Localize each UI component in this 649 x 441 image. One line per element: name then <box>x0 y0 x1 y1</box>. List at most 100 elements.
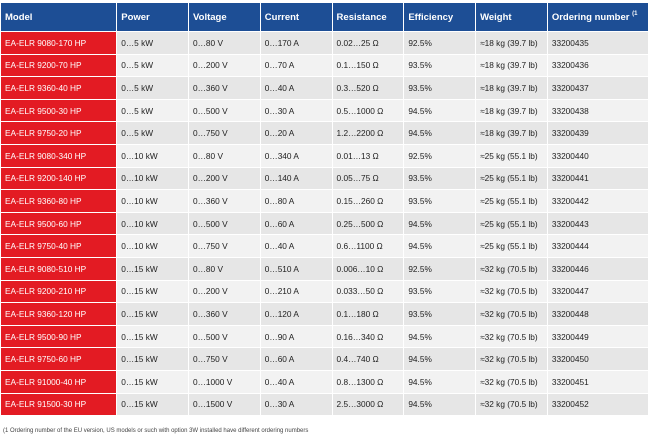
cell-model: EA-ELR 9500-60 HP <box>1 212 117 235</box>
cell-ordering: 33200438 <box>547 99 648 122</box>
cell-power: 0…10 kW <box>117 212 189 235</box>
cell-power: 0…5 kW <box>117 99 189 122</box>
cell-voltage: 0…200 V <box>189 280 260 303</box>
cell-resistance: 0.05…75 Ω <box>332 167 404 190</box>
cell-voltage: 0…500 V <box>189 99 260 122</box>
cell-weight: ≈32 kg (70.5 lb) <box>476 257 547 280</box>
cell-current: 0…40 A <box>260 235 332 257</box>
cell-resistance: 0.006…10 Ω <box>332 257 404 280</box>
cell-model: EA-ELR 91500-30 HP <box>1 393 117 416</box>
cell-power: 0…15 kW <box>117 280 189 303</box>
cell-resistance: 0.6…1100 Ω <box>332 235 404 257</box>
cell-efficiency: 94.5% <box>404 212 476 235</box>
cell-power: 0…5 kW <box>117 77 189 99</box>
cell-model: EA-ELR 9360-120 HP <box>1 303 117 325</box>
cell-current: 0…170 A <box>260 32 332 54</box>
cell-weight: ≈25 kg (55.1 lb) <box>476 190 547 212</box>
cell-resistance: 0.5…1000 Ω <box>332 99 404 122</box>
table-row: EA-ELR 9750-20 HP 0…5 kW 0…750 V 0…20 A 1.2…… <box>1 122 648 144</box>
cell-efficiency: 94.5% <box>404 122 476 144</box>
table-header-row: Model Power Voltage Current Resistance E… <box>1 3 648 31</box>
table-row: EA-ELR 9080-170 HP 0…5 kW 0…80 V 0…170 A 0.0… <box>1 32 648 54</box>
cell-weight: ≈18 kg (39.7 lb) <box>476 32 547 54</box>
cell-weight: ≈32 kg (70.5 lb) <box>476 303 547 325</box>
cell-ordering: 33200446 <box>547 257 648 280</box>
cell-model: EA-ELR 9200-140 HP <box>1 167 117 190</box>
table-row: EA-ELR 9200-70 HP 0…5 kW 0…200 V 0…70 A 0.1…… <box>1 54 648 77</box>
cell-resistance: 0.3…520 Ω <box>332 77 404 99</box>
header-weight: Weight <box>476 3 547 31</box>
header-ordering-label: Ordering number <box>551 11 630 23</box>
cell-weight: ≈32 kg (70.5 lb) <box>476 370 547 393</box>
cell-voltage: 0…750 V <box>189 122 260 144</box>
cell-efficiency: 92.5% <box>404 32 476 54</box>
cell-voltage: 0…200 V <box>189 54 260 77</box>
cell-power: 0…10 kW <box>117 190 189 212</box>
cell-efficiency: 93.5% <box>404 190 476 212</box>
cell-efficiency: 93.5% <box>404 303 476 325</box>
cell-model: EA-ELR 9750-40 HP <box>1 235 117 257</box>
cell-ordering: 33200451 <box>547 370 648 393</box>
cell-ordering: 33200447 <box>547 280 648 303</box>
cell-voltage: 0…360 V <box>189 77 260 99</box>
cell-efficiency: 93.5% <box>404 77 476 99</box>
header-efficiency: Efficiency <box>404 3 476 31</box>
table-row: EA-ELR 9500-90 HP 0…15 kW 0…500 V 0…90 A 0.1… <box>1 325 648 348</box>
cell-model: EA-ELR 9200-70 HP <box>1 54 117 77</box>
cell-ordering: 33200440 <box>547 144 648 167</box>
cell-ordering: 33200452 <box>547 393 648 416</box>
cell-voltage: 0…750 V <box>189 348 260 370</box>
table-row: EA-ELR 9750-60 HP 0…15 kW 0…750 V 0…60 A 0.4… <box>1 348 648 370</box>
cell-power: 0…5 kW <box>117 32 189 54</box>
cell-efficiency: 94.5% <box>404 370 476 393</box>
cell-weight: ≈25 kg (55.1 lb) <box>476 144 547 167</box>
cell-ordering: 33200435 <box>547 32 648 54</box>
cell-resistance: 0.25…500 Ω <box>332 212 404 235</box>
footnote-marker: (1 <box>632 10 638 17</box>
cell-current: 0…120 A <box>260 303 332 325</box>
cell-power: 0…15 kW <box>117 348 189 370</box>
cell-weight: ≈32 kg (70.5 lb) <box>476 325 547 348</box>
cell-model: EA-ELR 91000-40 HP <box>1 370 117 393</box>
cell-resistance: 1.2…2200 Ω <box>332 122 404 144</box>
cell-efficiency: 94.5% <box>404 348 476 370</box>
cell-ordering: 33200449 <box>547 325 648 348</box>
cell-current: 0…30 A <box>260 393 332 416</box>
cell-current: 0…40 A <box>260 77 332 99</box>
cell-ordering: 33200442 <box>547 190 648 212</box>
cell-weight: ≈25 kg (55.1 lb) <box>476 212 547 235</box>
cell-voltage: 0…500 V <box>189 325 260 348</box>
cell-power: 0…15 kW <box>117 393 189 416</box>
cell-model: EA-ELR 9200-210 HP <box>1 280 117 303</box>
cell-ordering: 33200450 <box>547 348 648 370</box>
table-row: EA-ELR 9080-510 HP 0…15 kW 0…80 V 0…510 A 0.… <box>1 257 648 280</box>
cell-voltage: 0…1000 V <box>189 370 260 393</box>
table-row: EA-ELR 9360-40 HP 0…5 kW 0…360 V 0…40 A 0.3…… <box>1 77 648 99</box>
cell-model: EA-ELR 9360-40 HP <box>1 77 117 99</box>
cell-resistance: 0.033…50 Ω <box>332 280 404 303</box>
cell-current: 0…30 A <box>260 99 332 122</box>
cell-voltage: 0…80 V <box>189 257 260 280</box>
cell-weight: ≈18 kg (39.7 lb) <box>476 122 547 144</box>
cell-power: 0…15 kW <box>117 303 189 325</box>
table-row: EA-ELR 9500-30 HP 0…5 kW 0…500 V 0…30 A 0.5…… <box>1 99 648 122</box>
cell-current: 0…340 A <box>260 144 332 167</box>
cell-voltage: 0…1500 V <box>189 393 260 416</box>
cell-current: 0…70 A <box>260 54 332 77</box>
cell-resistance: 2.5…3000 Ω <box>332 393 404 416</box>
cell-efficiency: 94.5% <box>404 235 476 257</box>
cell-power: 0…5 kW <box>117 122 189 144</box>
cell-resistance: 0.16…340 Ω <box>332 325 404 348</box>
table-row: EA-ELR 9500-60 HP 0…10 kW 0…500 V 0…60 A 0.2… <box>1 212 648 235</box>
cell-ordering: 33200436 <box>547 54 648 77</box>
header-model: Model <box>1 3 117 31</box>
cell-model: EA-ELR 9500-90 HP <box>1 325 117 348</box>
cell-current: 0…510 A <box>260 257 332 280</box>
header-power: Power <box>117 3 189 31</box>
cell-model: EA-ELR 9080-510 HP <box>1 257 117 280</box>
